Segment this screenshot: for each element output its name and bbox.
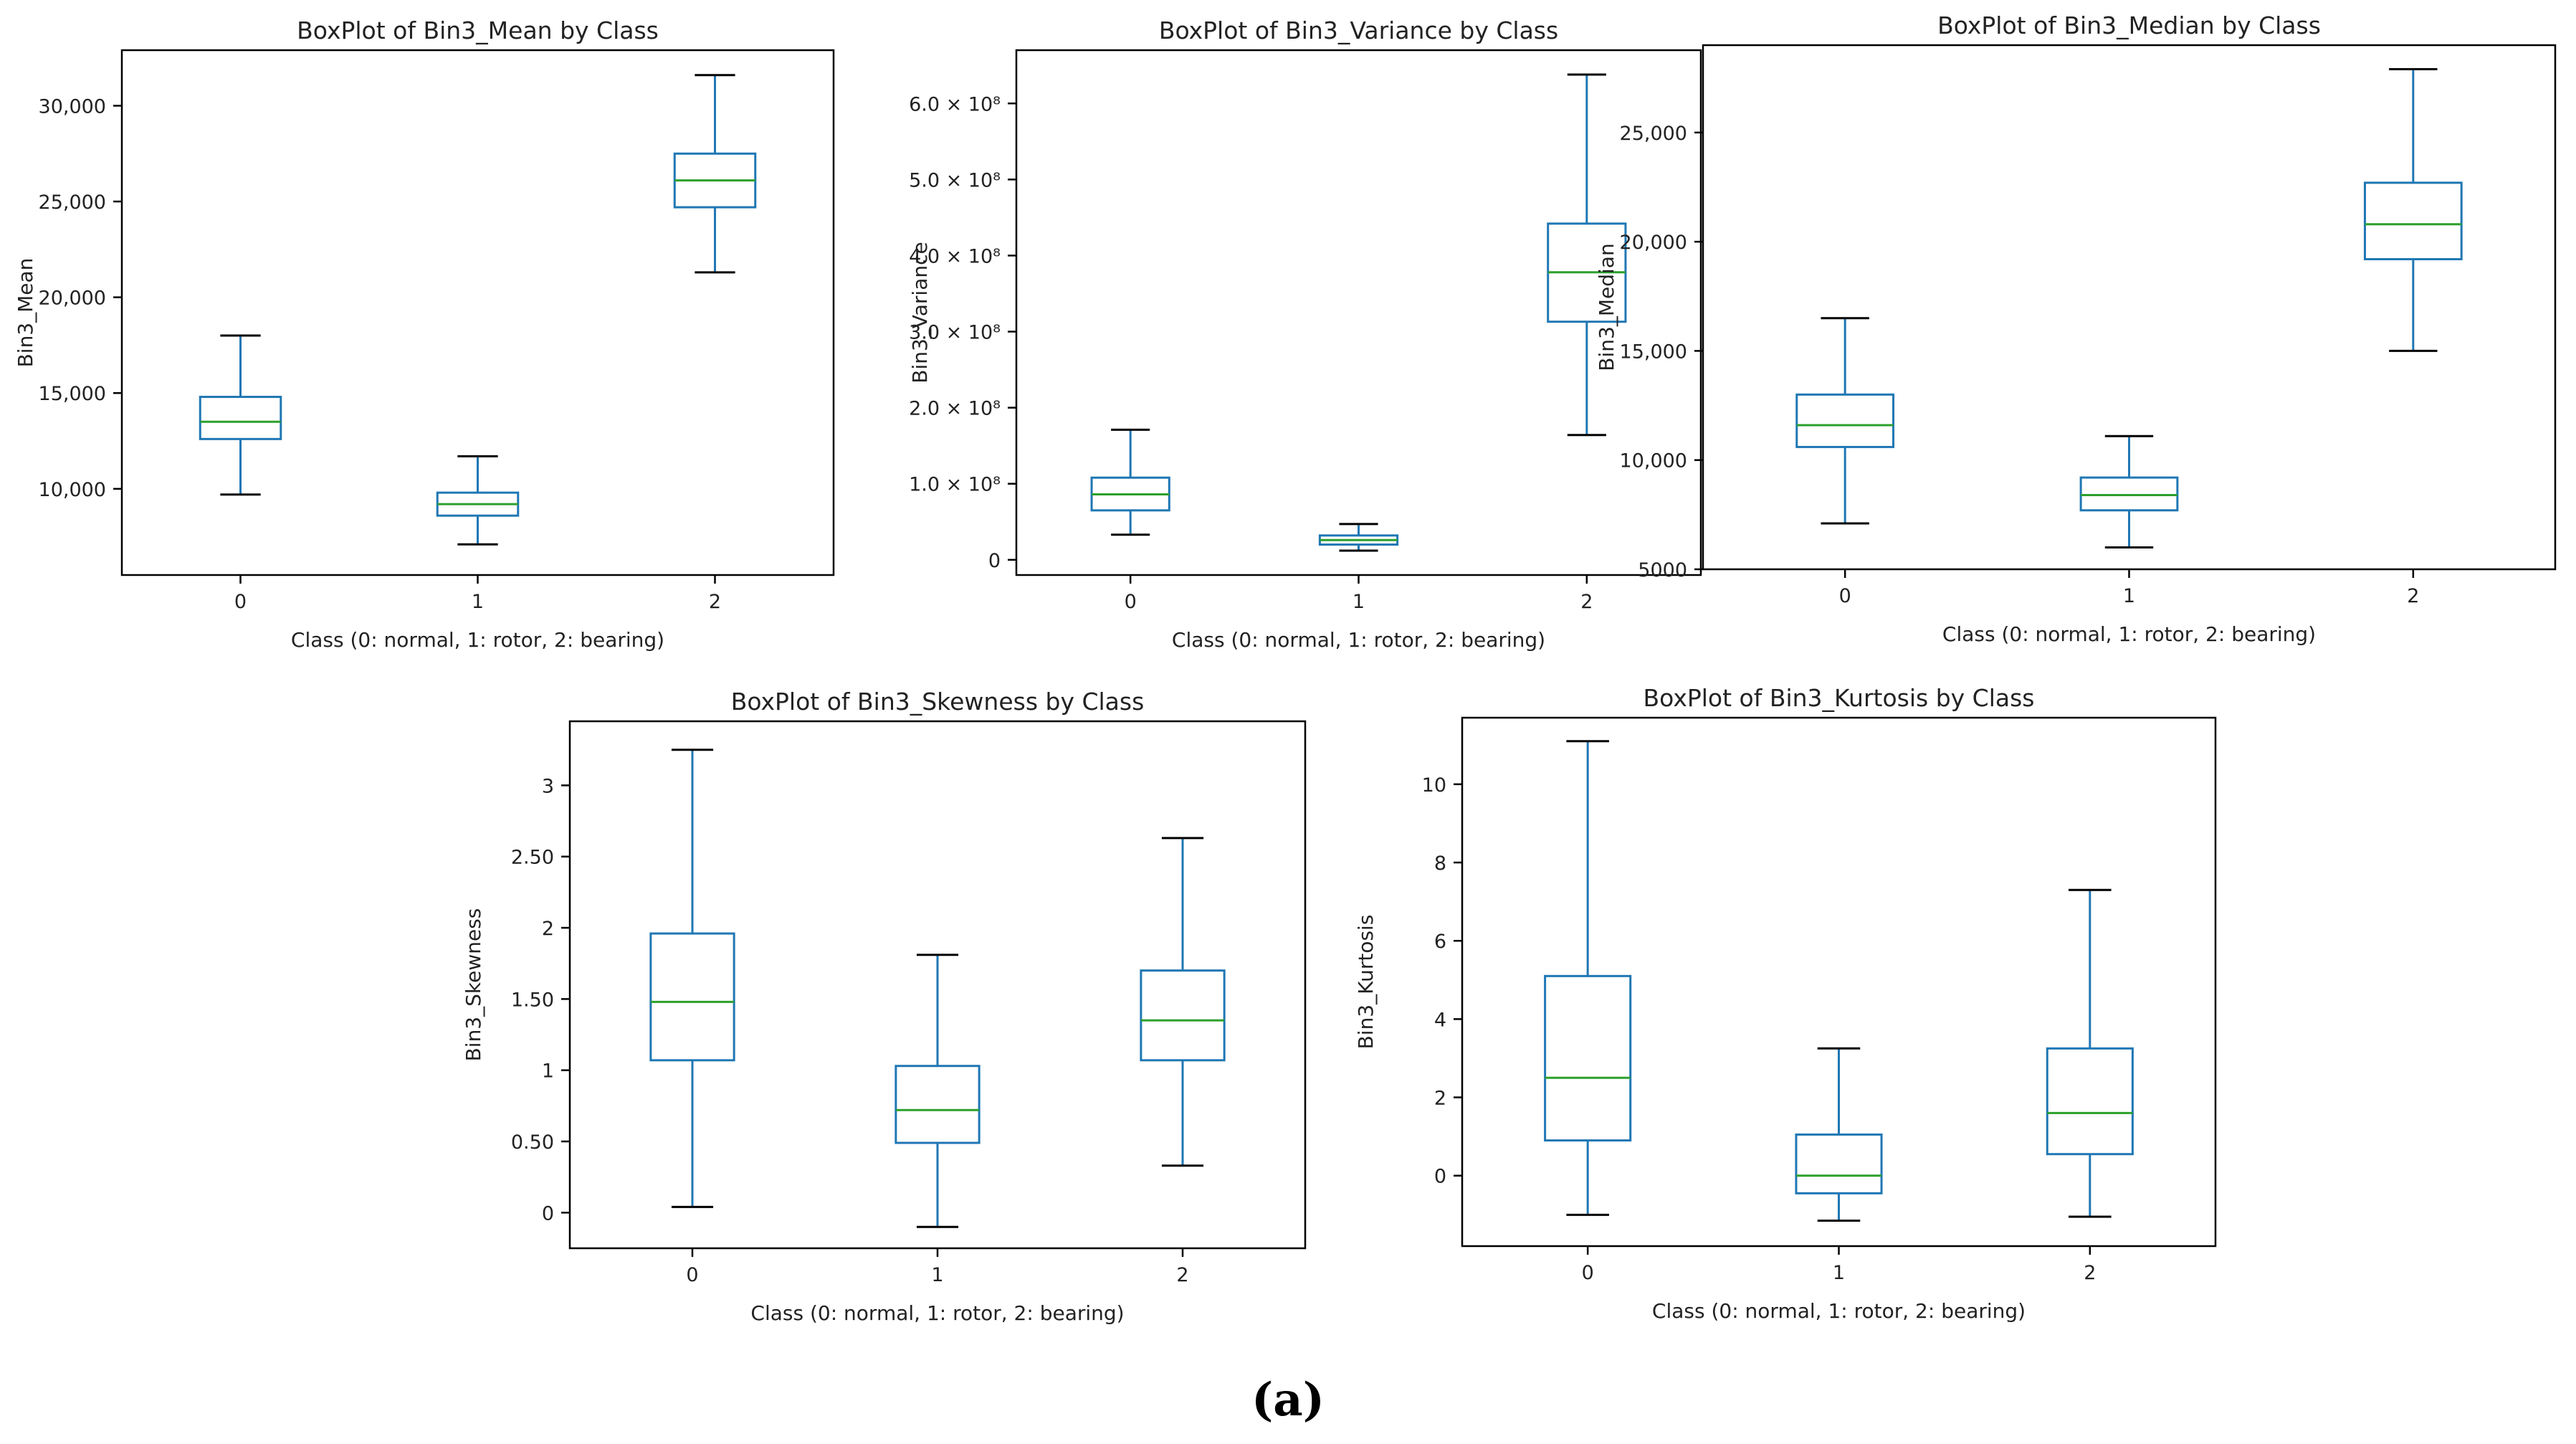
y-tick-label: 2 xyxy=(542,918,554,940)
box-0 xyxy=(1090,428,1170,536)
chart-panel-5: BoxPlot of Bin3_Kurtosis by Class0246810… xyxy=(1354,684,2217,1323)
iqr-box xyxy=(2046,1047,2134,1156)
box-0 xyxy=(1544,740,1632,1216)
x-tick-label: 2 xyxy=(1580,591,1593,613)
iqr-box xyxy=(1795,393,1895,448)
plot-frame xyxy=(1702,44,2557,571)
chart-panel-4: BoxPlot of Bin3_Skewness by Class 0 0.50 1 1… xyxy=(462,688,1307,1325)
x-tick-label: 0 xyxy=(1582,1262,1594,1284)
y-axis-label: Bin3_Kurtosis xyxy=(1354,915,1378,1050)
x-axis-label: Class (0: normal, 1: rotor, 2: bearing) xyxy=(750,1301,1124,1325)
iqr-box xyxy=(1795,1133,1883,1194)
chart-title: BoxPlot of Bin3_Median by Class xyxy=(1937,11,2321,39)
box-1 xyxy=(1795,1047,1883,1222)
y-tick-label: 5.0 × 10⁸ xyxy=(909,169,1001,191)
y-tick-label: 0 xyxy=(988,550,1001,572)
y-axis-label: Bin3_Median xyxy=(1595,243,1618,371)
x-tick-label: 1 xyxy=(931,1264,943,1286)
y-tick-label: 0.50 xyxy=(511,1131,554,1154)
y-tick-label: 5000 xyxy=(1638,559,1687,581)
y-tick-label: 25,000 xyxy=(39,191,106,214)
y-tick-label: 3 xyxy=(542,775,554,797)
chart-title: BoxPlot of Bin3_Skewness by Class xyxy=(731,688,1145,716)
iqr-box xyxy=(649,932,735,1062)
x-axis-label: Class (0: normal, 1: rotor, 2: bearing) xyxy=(291,628,664,652)
box-2 xyxy=(2363,68,2463,352)
x-tick-label: 0 xyxy=(234,591,247,613)
y-tick-label: 10,000 xyxy=(1620,450,1687,472)
y-tick-label: 1.0 × 10⁸ xyxy=(909,474,1001,496)
y-tick-label: 15,000 xyxy=(1620,341,1687,363)
box-1 xyxy=(436,455,520,546)
y-tick-label: 2 xyxy=(1434,1088,1446,1110)
x-axis-label: Class (0: normal, 1: rotor, 2: bearing) xyxy=(1172,628,1545,652)
iqr-box xyxy=(1140,969,1226,1062)
x-tick-label: 2 xyxy=(2407,585,2419,607)
y-tick-label: 8 xyxy=(1434,852,1446,875)
box-1 xyxy=(2079,434,2179,549)
y-tick-label: 3.0 × 10⁸ xyxy=(909,322,1001,344)
y-tick-label: 10,000 xyxy=(39,479,106,501)
figure-caption: (a) xyxy=(1251,1373,1325,1427)
chart-panel-1: BoxPlot of Bin3_Mean by Class 10,000 15,00… xyxy=(14,16,835,652)
y-tick-label: 0 xyxy=(542,1202,554,1225)
x-axis-label: Class (0: normal, 1: rotor, 2: bearing) xyxy=(1652,1299,2026,1323)
iqr-box xyxy=(1544,974,1632,1142)
plot-frame xyxy=(120,49,835,576)
iqr-box xyxy=(2079,476,2179,512)
box-0 xyxy=(199,334,282,496)
chart-title: BoxPlot of Bin3_Mean by Class xyxy=(297,16,659,44)
y-tick-label: 6 xyxy=(1434,931,1446,953)
y-tick-label: 15,000 xyxy=(39,383,106,405)
y-tick-label: 4 xyxy=(1434,1009,1446,1031)
chart-title: BoxPlot of Bin3_Kurtosis by Class xyxy=(1644,684,2035,712)
y-tick-label: 25,000 xyxy=(1620,123,1687,145)
x-tick-label: 2 xyxy=(709,591,721,613)
x-tick-label: 2 xyxy=(1176,1264,1188,1286)
x-tick-label: 1 xyxy=(2123,585,2135,607)
x-tick-label: 1 xyxy=(1833,1262,1845,1284)
iqr-box xyxy=(199,396,282,440)
iqr-box xyxy=(895,1065,981,1144)
y-tick-label: 2.0 × 10⁸ xyxy=(909,398,1001,420)
y-axis-label: Bin3_Variance xyxy=(908,242,932,384)
box-2 xyxy=(1140,837,1226,1167)
box-0 xyxy=(649,749,735,1208)
y-tick-label: 2.50 xyxy=(511,847,554,869)
y-tick-label: 6.0 × 10⁸ xyxy=(909,93,1001,115)
x-tick-label: 1 xyxy=(472,591,484,613)
y-tick-label: 1.50 xyxy=(511,989,554,1011)
y-tick-label: 30,000 xyxy=(39,95,106,118)
x-tick-label: 1 xyxy=(1353,591,1365,613)
box-2 xyxy=(1547,73,1627,437)
y-tick-label: 20,000 xyxy=(1620,232,1687,254)
box-2 xyxy=(673,74,757,274)
x-tick-label: 0 xyxy=(686,1264,698,1286)
y-axis-label: Bin3_Mean xyxy=(14,258,37,368)
iqr-box xyxy=(2363,181,2463,260)
plot-frame xyxy=(1461,716,2217,1248)
x-tick-label: 2 xyxy=(2084,1262,2096,1284)
chart-panel-2: BoxPlot of Bin3_Variance by Class 0 1.0 × … xyxy=(908,16,1702,652)
box-1 xyxy=(895,954,981,1228)
y-axis-label: Bin3_Skewness xyxy=(462,908,485,1062)
y-tick-label: 4.0 × 10⁸ xyxy=(909,245,1001,267)
chart-panel-3: BoxPlot of Bin3_Median by Class 5000 10,00… xyxy=(1595,11,2557,646)
x-tick-label: 0 xyxy=(1839,585,1851,607)
x-tick-label: 0 xyxy=(1125,591,1137,613)
box-2 xyxy=(2046,888,2134,1218)
box-1 xyxy=(1318,523,1399,552)
x-axis-label: Class (0: normal, 1: rotor, 2: bearing) xyxy=(1942,622,2316,646)
y-tick-label: 0 xyxy=(1434,1166,1446,1188)
box-0 xyxy=(1795,317,1895,525)
y-tick-label: 1 xyxy=(542,1060,554,1083)
chart-title: BoxPlot of Bin3_Variance by Class xyxy=(1159,16,1558,44)
y-tick-label: 20,000 xyxy=(39,288,106,310)
y-tick-label: 10 xyxy=(1422,774,1446,797)
